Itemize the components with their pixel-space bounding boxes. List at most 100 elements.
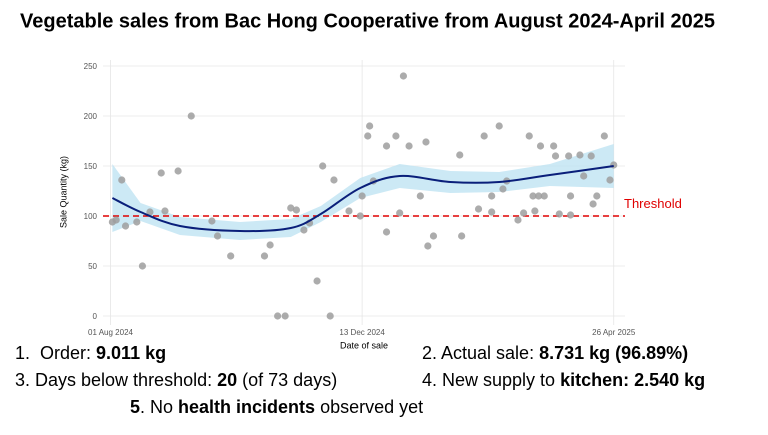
threshold-label: Threshold: [624, 196, 682, 211]
note: 5. No health incidents observed yet: [130, 397, 423, 417]
y-tick-label: 0: [93, 312, 98, 321]
data-point: [610, 161, 618, 169]
data-point: [227, 252, 235, 260]
y-tick-label: 150: [84, 162, 98, 171]
confidence-band: [112, 144, 614, 240]
data-point: [330, 176, 338, 184]
y-axis-label: Sale Quantity (kg): [58, 156, 68, 228]
note-segment: 1. Order:: [15, 343, 96, 363]
data-point: [174, 167, 182, 175]
data-point: [416, 192, 424, 200]
data-point: [540, 192, 548, 200]
data-point: [157, 169, 165, 177]
data-point: [587, 152, 595, 160]
data-point: [112, 216, 120, 224]
note-segment: health incidents: [178, 397, 315, 417]
note: 1. Order: 9.011 kg: [15, 343, 166, 363]
note-segment: 3. Days below threshold:: [15, 370, 217, 390]
data-point: [405, 142, 413, 150]
data-point: [287, 204, 295, 212]
data-point: [424, 242, 432, 250]
note-segment: kitchen: 2.540 kg: [560, 370, 705, 390]
data-point: [319, 162, 327, 170]
note-segment: 9.011 kg: [96, 343, 166, 363]
data-point: [606, 176, 614, 184]
data-point: [392, 132, 400, 140]
y-tick-label: 200: [84, 112, 98, 121]
data-point: [396, 209, 404, 217]
data-point: [529, 192, 537, 200]
x-tick-label: 13 Dec 2024: [339, 328, 385, 337]
data-point: [458, 232, 466, 240]
y-tick-label: 250: [84, 62, 98, 71]
data-point: [382, 228, 391, 236]
data-point: [535, 192, 543, 200]
data-point: [138, 262, 147, 270]
data-point: [480, 132, 488, 140]
data-point: [429, 232, 438, 240]
y-tick-label: 100: [84, 212, 98, 221]
data-point: [495, 122, 503, 130]
note-segment: . No: [140, 397, 178, 417]
data-point: [488, 208, 496, 216]
data-point: [536, 142, 545, 150]
data-point: [580, 172, 588, 180]
data-point: [531, 207, 539, 215]
data-point: [520, 209, 528, 217]
data-point: [600, 132, 608, 140]
data-point: [514, 216, 522, 224]
data-point: [366, 122, 374, 130]
data-point: [593, 192, 601, 200]
data-point: [300, 226, 308, 234]
note: 4. New supply to kitchen: 2.540 kg: [422, 370, 705, 390]
data-point: [499, 185, 507, 193]
data-point: [118, 176, 126, 184]
data-point: [133, 218, 141, 226]
smooth-line: [111, 165, 614, 233]
data-point: [326, 312, 334, 320]
data-point: [292, 206, 301, 214]
data-point: [313, 277, 321, 285]
data-point: [345, 207, 353, 215]
note-segment: 4. New supply to: [422, 370, 560, 390]
data-point: [566, 192, 575, 200]
data-point: [213, 232, 222, 240]
data-point: [555, 210, 563, 218]
note: 3. Days below threshold: 20 (of 73 days): [15, 370, 337, 390]
data-point: [358, 192, 366, 200]
note-segment: (of 73 days): [237, 370, 337, 390]
data-point: [566, 211, 575, 219]
data-point: [266, 241, 274, 249]
x-axis-label: Date of sale: [340, 340, 388, 350]
data-point: [551, 152, 560, 160]
chart-title: Vegetable sales from Bac Hong Cooperativ…: [20, 10, 715, 32]
data-point: [382, 142, 391, 150]
data-point: [364, 132, 372, 140]
x-tick-label: 26 Apr 2025: [592, 328, 636, 337]
data-point: [281, 312, 289, 320]
data-point: [274, 312, 282, 320]
data-point: [187, 112, 195, 120]
data-point: [488, 192, 496, 200]
data-point: [422, 138, 430, 146]
note-segment: 8.731 kg (96.89%): [539, 343, 688, 363]
data-point: [474, 205, 483, 213]
data-point: [399, 72, 408, 80]
data-point: [589, 200, 597, 208]
note-segment: 5: [130, 397, 140, 417]
note-segment: 20: [217, 370, 237, 390]
note-segment: observed yet: [315, 397, 423, 417]
data-point: [208, 217, 216, 225]
note: 2. Actual sale: 8.731 kg (96.89%): [422, 343, 688, 363]
data-point: [121, 222, 130, 230]
data-point: [456, 151, 464, 159]
data-point: [146, 208, 154, 216]
y-tick-label: 50: [88, 262, 97, 271]
note-segment: 2. Actual sale:: [422, 343, 539, 363]
data-point: [576, 151, 584, 159]
data-point: [161, 207, 169, 215]
x-tick-label: 01 Aug 2024: [88, 328, 133, 337]
data-point: [565, 152, 573, 160]
data-point: [550, 142, 558, 150]
